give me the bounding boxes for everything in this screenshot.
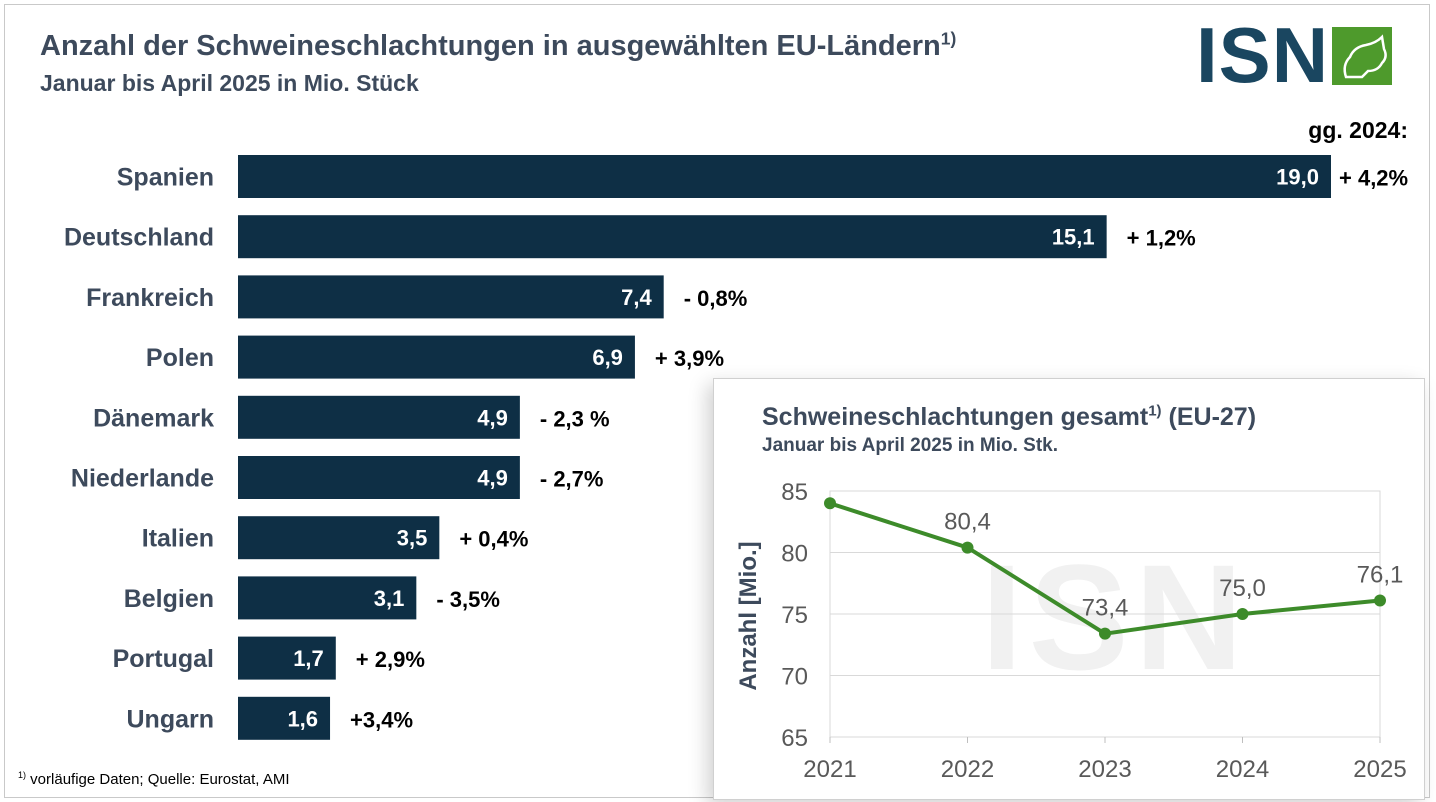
inset-subtitle: Januar bis April 2025 in Mio. Stk. — [762, 435, 1058, 456]
category-label: Niederlande — [71, 465, 214, 493]
x-tick-label: 2022 — [941, 756, 994, 783]
change-label: - 0,8% — [684, 286, 748, 311]
logo-text: ISN — [1196, 11, 1330, 99]
change-label: + 3,9% — [655, 346, 724, 371]
change-label: - 2,3 % — [540, 406, 610, 431]
category-label: Frankreich — [86, 284, 214, 312]
bar — [238, 275, 664, 319]
data-label: 75,0 — [1219, 575, 1266, 602]
bar-value-label: 7,4 — [621, 285, 652, 310]
isn-watermark: ISN — [981, 533, 1249, 701]
change-label: - 3,5% — [436, 587, 500, 612]
chart-title: Anzahl der Schweineschlachtungen in ausg… — [40, 30, 956, 63]
y-tick-label: 85 — [781, 479, 808, 506]
data-point — [824, 497, 836, 510]
category-label: Dänemark — [93, 404, 214, 432]
data-point — [1374, 594, 1386, 607]
change-label: + 0,4% — [459, 527, 528, 552]
bar — [238, 516, 440, 560]
data-label: 76,1 — [1357, 561, 1404, 588]
bar-value-label: 1,6 — [287, 706, 318, 731]
data-label: 73,4 — [1082, 595, 1129, 622]
x-tick-label: 2025 — [1353, 756, 1406, 783]
logo-pig-icon — [1332, 27, 1392, 85]
bar — [238, 456, 520, 499]
line-chart: ISN 65 70 75 80 85 2021 2022 2023 2024 2025 Anzahl … — [735, 479, 1407, 783]
bar — [238, 395, 520, 439]
bar-value-label: 4,9 — [477, 405, 508, 430]
y-axis-label: Anzahl [Mio.] — [735, 541, 762, 690]
x-tick-label: 2023 — [1078, 756, 1131, 783]
bar — [238, 335, 635, 379]
title-footnote-marker: 1) — [940, 28, 957, 49]
y-tick-label: 80 — [781, 541, 808, 568]
inset-title: Schweineschlachtungen gesamt1) (EU-27) — [762, 403, 1256, 432]
bar-value-label: 4,9 — [477, 466, 508, 491]
category-label: Portugal — [113, 645, 214, 673]
eu-total-inset: ISN 65 70 75 80 85 2021 2022 2023 2024 2025 Anzahl … — [713, 378, 1425, 800]
footnote-text: vorläufige Daten; Quelle: Eurostat, AMI — [26, 771, 290, 788]
bar — [238, 576, 417, 620]
inset-title-footnote-marker: 1) — [1148, 402, 1162, 420]
category-label: Deutschland — [64, 224, 214, 252]
bar-value-label: 15,1 — [1052, 225, 1095, 250]
bar-value-label: 1,7 — [293, 646, 324, 671]
y-tick-label: 65 — [781, 725, 808, 752]
change-label: + 1,2% — [1127, 226, 1196, 251]
bar-value-label: 19,0 — [1276, 165, 1319, 190]
isn-logo: ISN — [1196, 16, 1396, 94]
bar-value-label: 6,9 — [592, 345, 623, 370]
x-tick-label: 2021 — [803, 756, 856, 783]
chart-title-text: Anzahl der Schweineschlachtungen in ausg… — [40, 30, 941, 62]
y-tick-label: 75 — [781, 602, 808, 629]
footnote-marker: 1) — [18, 770, 27, 780]
footnote: 1) vorläufige Daten; Quelle: Eurostat, A… — [18, 770, 290, 789]
change-label: + 4,2% — [1339, 166, 1408, 191]
change-label: + 2,9% — [356, 647, 425, 672]
bar-value-label: 3,5 — [397, 526, 428, 551]
change-column-header: gg. 2024: — [1308, 117, 1408, 143]
bar — [238, 215, 1107, 259]
chart-subtitle: Januar bis April 2025 in Mio. Stück — [40, 70, 419, 96]
data-label: 80,4 — [944, 509, 991, 536]
bar — [238, 155, 1331, 198]
category-label: Belgien — [124, 585, 214, 613]
category-label: Spanien — [117, 164, 214, 192]
change-label: +3,4% — [350, 707, 413, 732]
x-tick-label: 2024 — [1216, 756, 1269, 783]
inset-title-suffix: (EU-27) — [1161, 403, 1257, 431]
category-label: Ungarn — [127, 705, 215, 733]
data-point — [961, 541, 974, 554]
category-label: Italien — [142, 525, 214, 553]
change-label: - 2,7% — [540, 467, 604, 492]
data-point — [1236, 608, 1249, 620]
bar — [238, 636, 336, 680]
inset-title-text: Schweineschlachtungen gesamt — [762, 403, 1149, 431]
bar — [238, 696, 331, 740]
y-tick-label: 70 — [781, 664, 808, 691]
bar-value-label: 3,1 — [374, 586, 405, 611]
category-label: Polen — [146, 344, 214, 372]
data-point — [1099, 627, 1111, 640]
